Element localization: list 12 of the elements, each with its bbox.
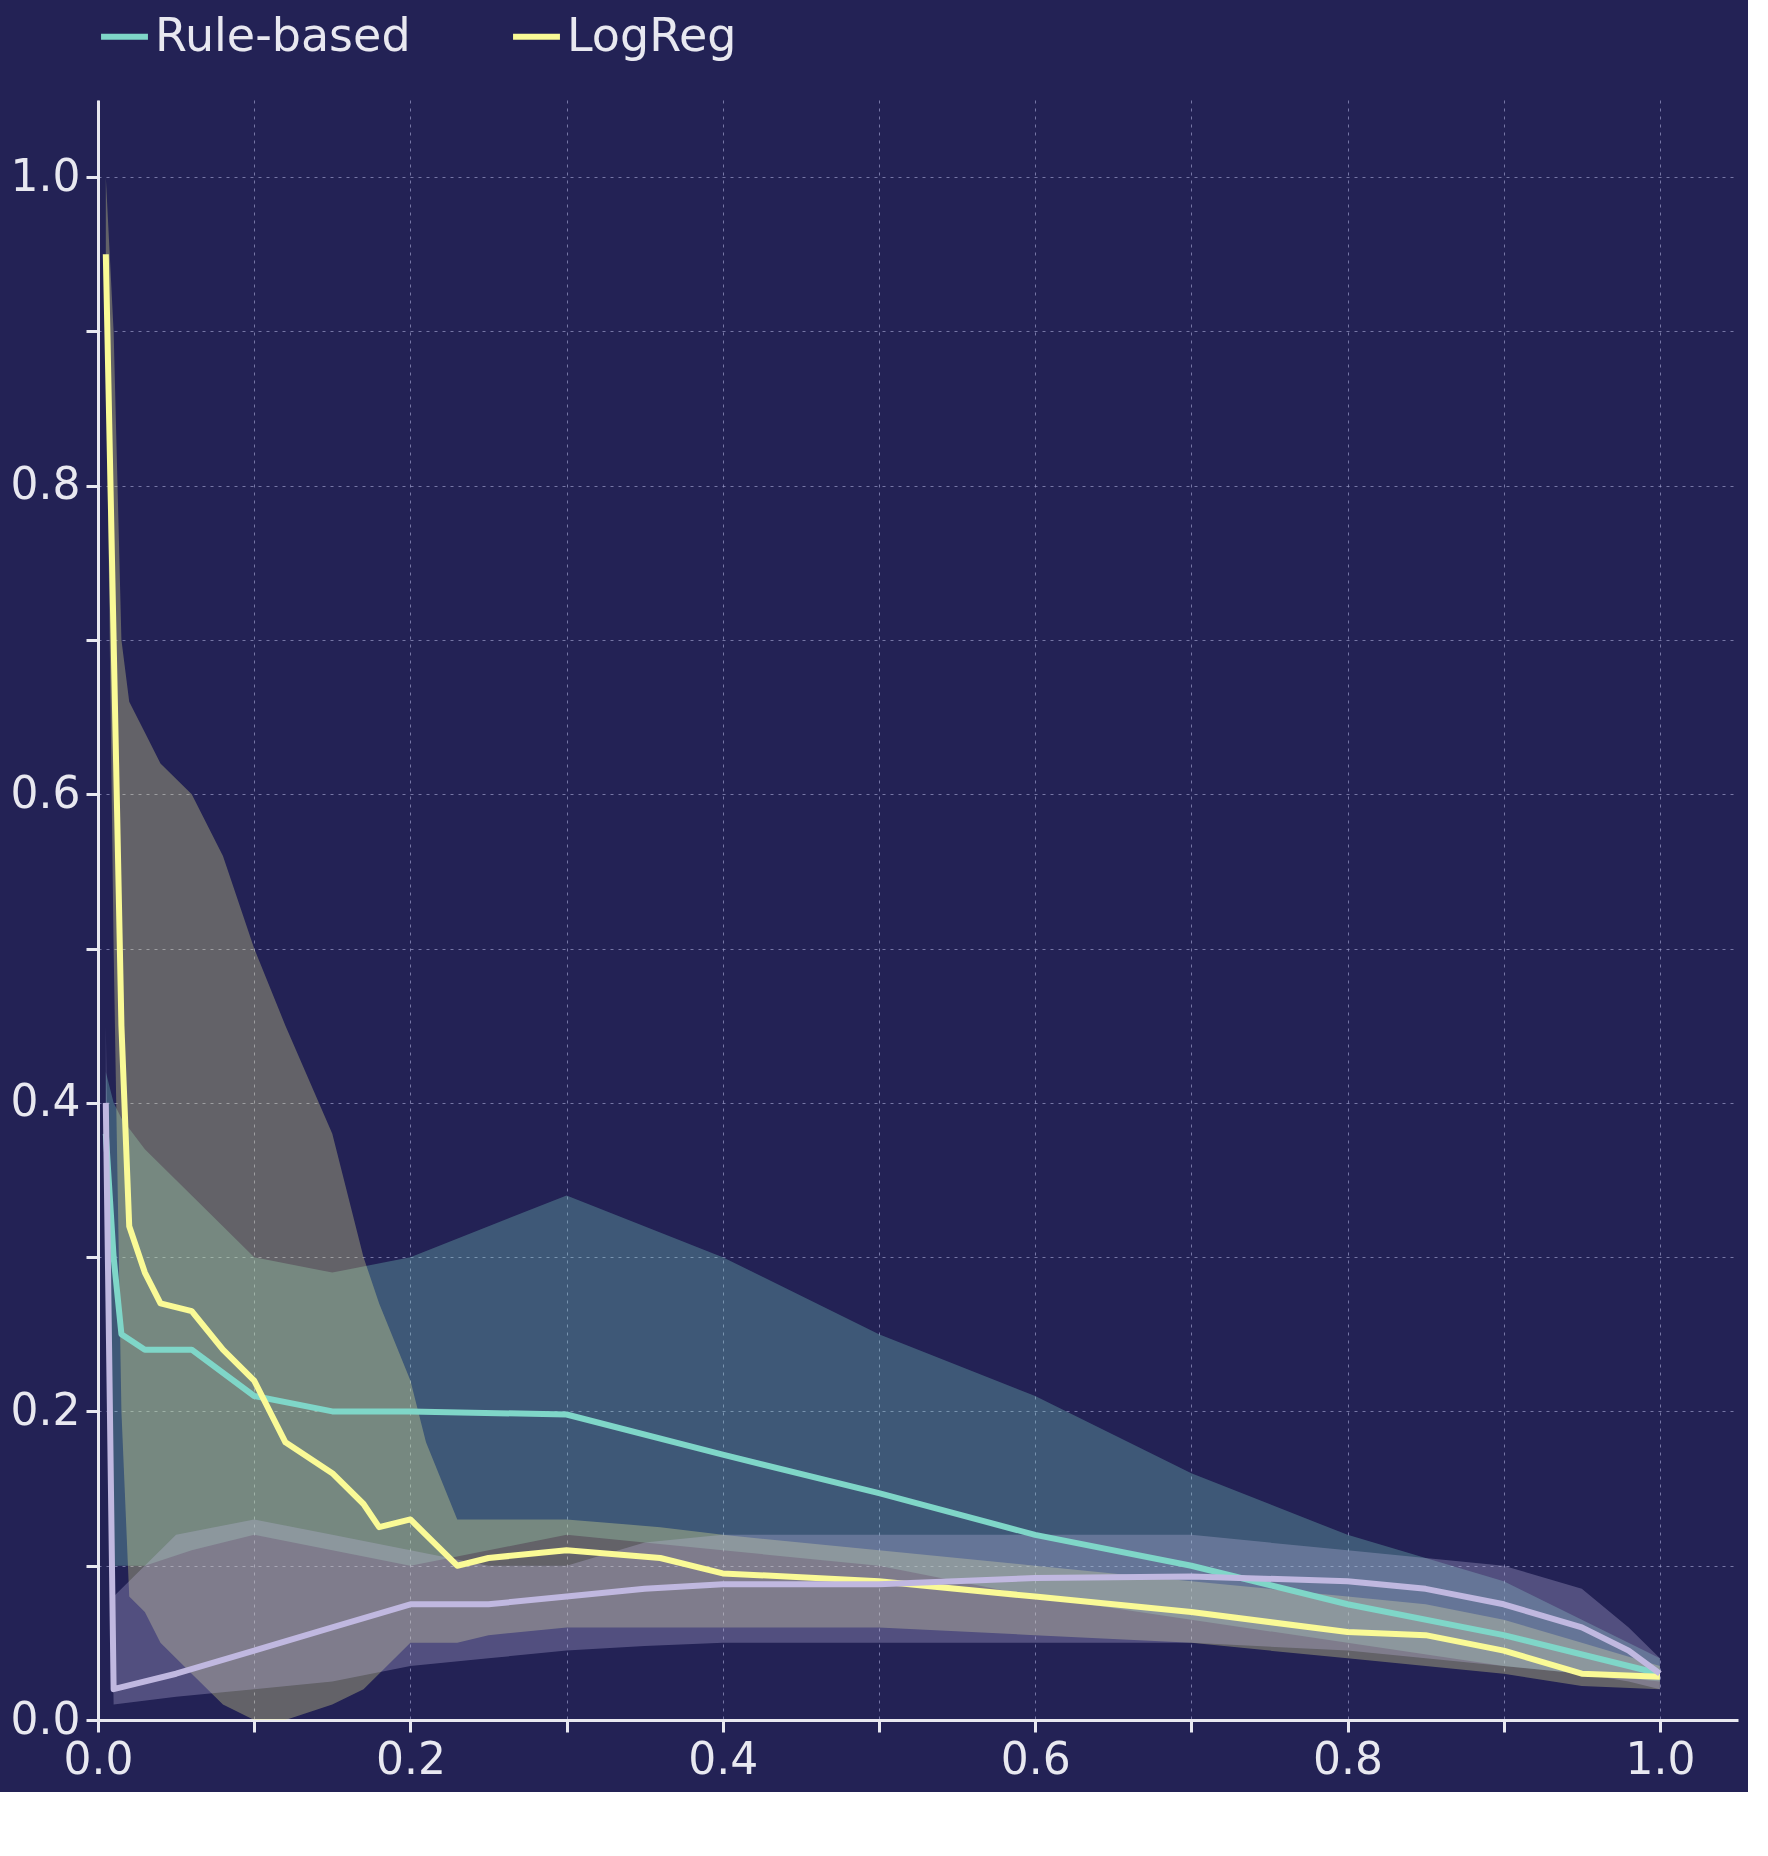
y-tick-label: 0.2: [10, 1383, 81, 1435]
legend-label: Rule-based: [155, 7, 411, 62]
y-tick-label: 0.8: [10, 458, 81, 510]
legend-label: LogReg: [567, 7, 737, 62]
y-tick-label: 0.4: [10, 1075, 81, 1127]
y-tick-label: 1.0: [10, 149, 81, 201]
x-tick-label: 0.2: [375, 1732, 446, 1784]
x-tick-label: 0.4: [688, 1732, 759, 1784]
x-tick-label: 0.8: [1313, 1732, 1384, 1784]
x-tick-label: 0.6: [1000, 1732, 1071, 1784]
y-tick-label: 0.6: [10, 766, 81, 818]
x-tick-label: 1.0: [1625, 1732, 1696, 1784]
